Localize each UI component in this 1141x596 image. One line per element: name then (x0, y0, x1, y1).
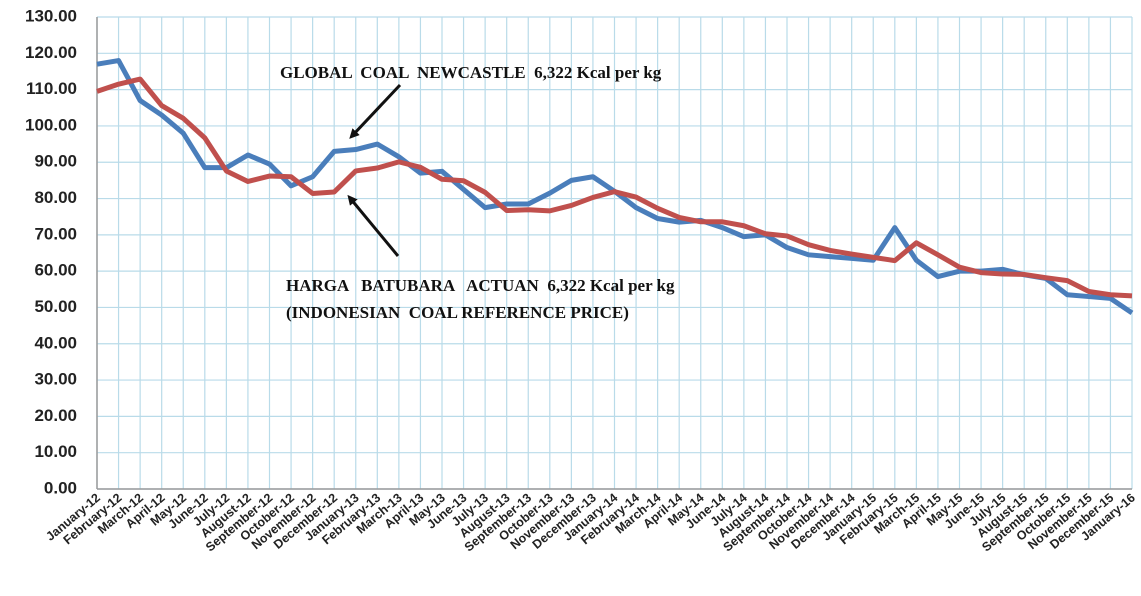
arrow (347, 194, 400, 257)
arrow (349, 83, 402, 139)
annotation: GLOBAL COAL NEWCASTLE 6,322 Kcal per kg (280, 63, 662, 82)
y-tick-label: 110.00 (26, 79, 77, 98)
y-tick-label: 60.00 (34, 261, 77, 280)
y-tick-label: 70.00 (34, 224, 77, 243)
y-tick-label: 20.00 (34, 406, 77, 425)
grid (96, 16, 1133, 490)
annotation: (INDONESIAN COAL REFERENCE PRICE) (286, 303, 629, 322)
y-tick-label: 40.00 (34, 333, 77, 352)
y-tick-label: 130.00 (25, 6, 77, 25)
y-tick-label: 120.00 (25, 43, 77, 62)
y-tick-label: 80.00 (34, 188, 77, 207)
y-tick-label: 10.00 (34, 442, 77, 461)
y-tick-label: 90.00 (34, 152, 77, 171)
annotation: HARGA BATUBARA ACTUAN 6,322 Kcal per kg (286, 276, 675, 295)
y-tick-label: 50.00 (34, 297, 77, 316)
y-tick-label: 30.00 (34, 370, 77, 389)
y-tick-label: 0.00 (44, 478, 77, 497)
series-line (96, 76, 1133, 299)
y-tick-label: 100.00 (25, 115, 77, 134)
lines (96, 58, 1134, 315)
